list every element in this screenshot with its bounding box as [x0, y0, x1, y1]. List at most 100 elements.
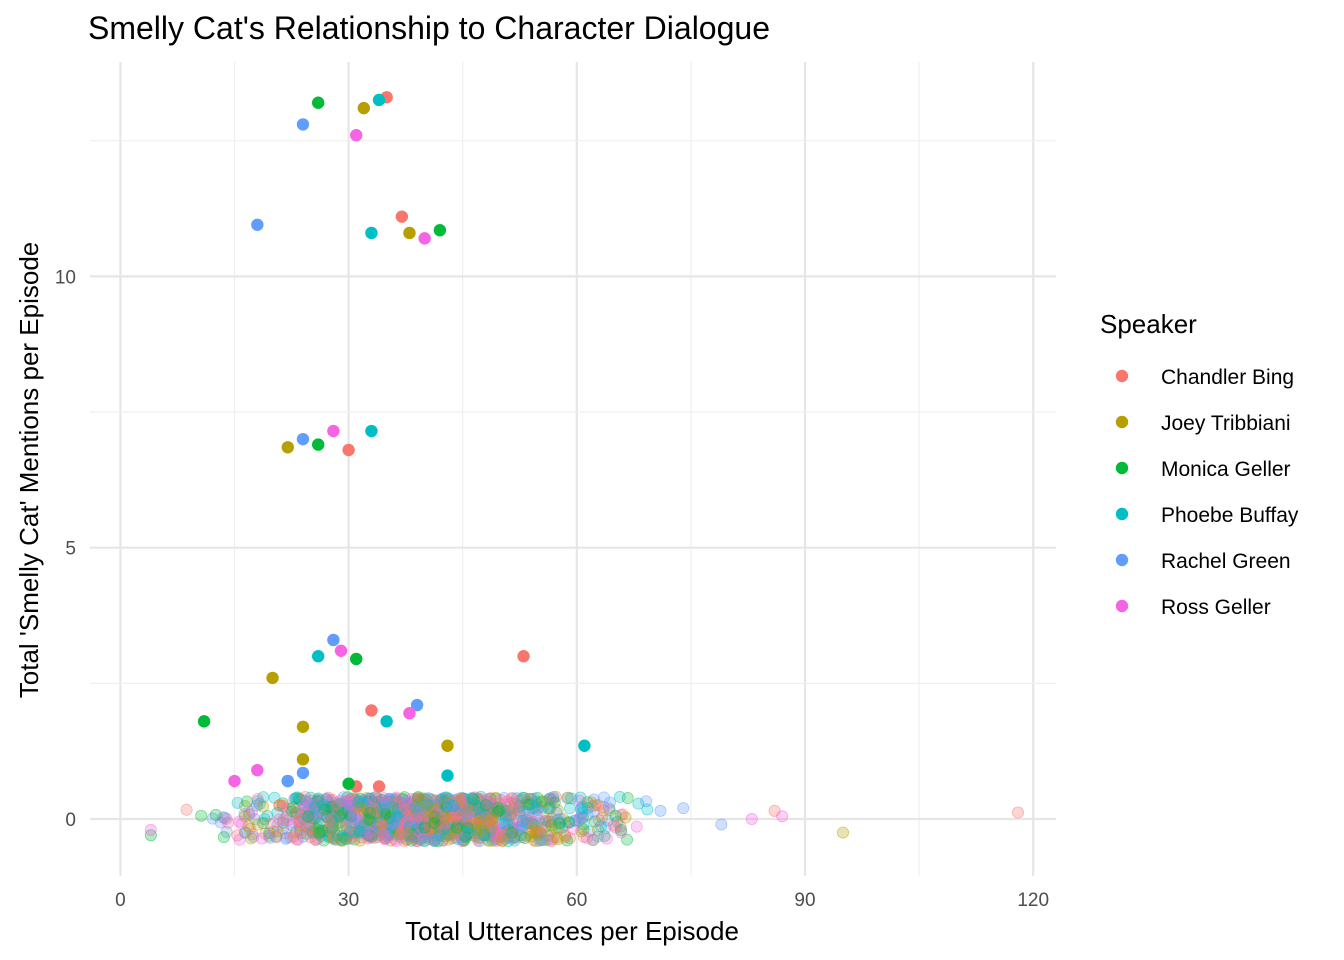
background-point: [343, 801, 356, 814]
background-point: [513, 799, 526, 812]
background-point: [581, 796, 594, 809]
background-point: [492, 833, 505, 846]
background-point: [435, 819, 448, 832]
background-point: [412, 823, 425, 836]
background-point: [251, 818, 264, 831]
background-point: [437, 792, 450, 805]
background-point: [459, 813, 472, 826]
background-point: [483, 816, 496, 829]
legend-key: [1115, 415, 1129, 429]
background-point: [313, 800, 326, 813]
background-point: [523, 808, 536, 821]
data-point: [197, 715, 211, 728]
background-point: [439, 792, 452, 805]
background-point: [516, 814, 529, 827]
background-point: [479, 804, 492, 817]
background-point: [320, 810, 333, 823]
background-point: [341, 823, 354, 836]
background-point: [406, 828, 419, 841]
background-point: [390, 810, 403, 823]
background-point: [437, 812, 450, 825]
background-point: [552, 821, 565, 834]
background-point: [454, 794, 467, 807]
zero-mention-cloud: [144, 790, 1024, 848]
background-point: [467, 815, 480, 828]
background-point: [549, 790, 562, 803]
data-point: [372, 780, 386, 793]
background-point: [449, 824, 462, 837]
background-point: [392, 798, 405, 811]
background-point: [418, 809, 431, 822]
background-point: [520, 812, 533, 825]
background-point: [431, 816, 444, 829]
background-point: [468, 803, 481, 816]
background-point: [486, 820, 499, 833]
background-point: [310, 826, 323, 839]
background-point: [450, 805, 463, 818]
background-point: [292, 815, 305, 828]
background-point: [312, 795, 325, 808]
legend-title: Speaker: [1100, 309, 1197, 339]
background-point: [532, 802, 545, 815]
background-point: [383, 813, 396, 826]
background-point: [333, 811, 346, 824]
data-point: [578, 739, 591, 752]
background-point: [471, 805, 484, 818]
background-point: [438, 813, 451, 826]
background-point: [337, 791, 350, 804]
background-point: [333, 809, 346, 822]
background-point: [279, 827, 292, 840]
background-point: [409, 812, 422, 825]
data-point: [311, 650, 325, 663]
background-point: [478, 819, 491, 832]
background-point: [483, 809, 496, 822]
background-point: [446, 800, 459, 813]
background-point: [367, 820, 380, 833]
background-point: [494, 830, 507, 843]
background-point: [483, 830, 496, 843]
background-point: [600, 832, 613, 845]
background-point: [527, 815, 540, 828]
background-point: [491, 805, 504, 818]
background-point: [352, 795, 365, 808]
background-point: [251, 793, 264, 806]
background-point: [401, 833, 414, 846]
background-point: [325, 800, 338, 813]
background-point: [482, 795, 495, 808]
background-point: [413, 795, 426, 808]
background-point: [603, 802, 616, 815]
background-point: [521, 796, 534, 809]
background-point: [481, 801, 494, 814]
background-point: [300, 820, 313, 833]
background-point: [451, 833, 464, 846]
data-point: [365, 424, 378, 438]
background-point: [544, 824, 557, 837]
background-point: [413, 825, 426, 838]
background-point: [594, 820, 607, 833]
background-point: [435, 822, 448, 835]
background-point: [588, 815, 601, 828]
data-point: [517, 650, 530, 663]
background-point: [238, 808, 251, 821]
background-point: [361, 803, 374, 816]
background-point: [524, 798, 537, 811]
background-point: [456, 829, 469, 842]
background-point: [264, 817, 277, 830]
background-point: [459, 817, 472, 830]
background-point: [446, 818, 459, 831]
background-point: [505, 810, 518, 823]
background-point: [486, 798, 499, 811]
background-point: [414, 794, 427, 807]
background-point: [484, 824, 497, 837]
background-point: [336, 829, 349, 842]
legend-key: [1115, 507, 1129, 521]
background-point: [417, 807, 430, 820]
background-point: [209, 808, 222, 821]
data-point: [266, 671, 279, 685]
background-point: [347, 796, 360, 809]
background-point: [395, 820, 408, 833]
background-point: [491, 828, 504, 841]
background-point: [359, 828, 372, 841]
background-point: [386, 801, 399, 814]
background-point: [195, 809, 208, 822]
